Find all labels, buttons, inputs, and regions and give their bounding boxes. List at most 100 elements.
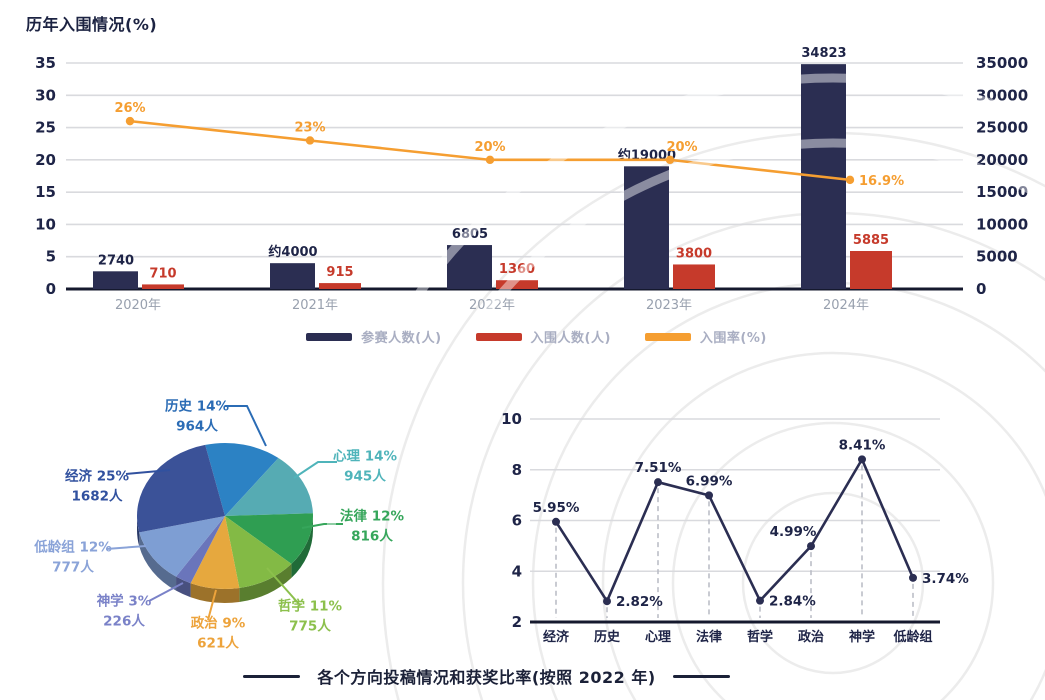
rate-point: [485, 155, 495, 165]
caption-right-dash: [672, 674, 730, 678]
pie-slice-低龄组: [139, 516, 225, 577]
pie-slice-wall-经济: [137, 516, 140, 547]
pie-label-count: 777人: [52, 559, 94, 575]
right-axis-tick-label: 25000: [976, 119, 1028, 137]
legend-item-qualifiers: 入围人数(人): [475, 327, 611, 346]
pie-label-name-pct: 政治 9%: [190, 615, 246, 632]
award-rate-point: [909, 573, 917, 582]
award-rate-value-label: 3.74%: [922, 571, 969, 587]
right-axis-tick-label: 0: [976, 280, 986, 298]
pie-leader-心理: [293, 461, 337, 479]
award-rate-value-label: 2.82%: [616, 594, 663, 610]
qualifiers-value-label: 3800: [676, 246, 712, 261]
pie-slice-wall-哲学: [239, 563, 292, 603]
y-axis-tick-label: 4: [512, 562, 522, 580]
bar-qualifiers: [142, 284, 184, 289]
pie-label-name-pct: 经济 25%: [64, 468, 130, 485]
x-axis-year-label: 2022年: [469, 298, 515, 313]
pie-slice-哲学: [225, 516, 292, 589]
pie-label-count: 621人: [197, 635, 239, 651]
participants-legend-label: 参赛人数(人): [361, 331, 442, 346]
pie-label-name-pct: 低龄组 12%: [34, 539, 112, 556]
pie-slice-心理: [225, 458, 313, 516]
rate-value-label: 16.9%: [859, 174, 904, 189]
bar-participants: [447, 245, 492, 289]
white-swoosh-arc: [323, 73, 1045, 700]
award-rate-value-label: 8.41%: [839, 437, 886, 453]
x-axis-category-label: 哲学: [747, 629, 773, 645]
award-rate-value-label: 4.99%: [770, 524, 817, 540]
rate-line: [129, 119, 851, 182]
rate-point: [845, 175, 855, 185]
award-rate-point: [756, 596, 764, 605]
award-rate-point: [552, 517, 560, 526]
pie-label-心理: 心理 14% 945人: [333, 447, 397, 486]
rate-value-label: 23%: [294, 120, 325, 135]
pie-slice-wall-政治: [190, 583, 240, 603]
left-axis-tick-label: 10: [35, 215, 56, 233]
bar-participants: [624, 166, 669, 289]
rate-legend-label: 入围率(%): [699, 331, 767, 346]
y-axis-tick-label: 2: [512, 613, 522, 631]
y-axis-tick-label: 10: [501, 410, 522, 428]
watermark-circle: [741, 491, 925, 675]
pie-label-name-pct: 心理 14%: [332, 448, 398, 465]
rate-swatch: [644, 332, 691, 341]
pie-label-历史: 历史 14% 964人: [165, 397, 229, 436]
left-axis-tick-label: 20: [35, 151, 56, 169]
legend-item-rate: 入围率(%): [644, 327, 767, 346]
white-swoosh-arc: [388, 138, 1045, 700]
bar-qualifiers: [673, 264, 715, 289]
left-axis-tick-label: 35: [35, 54, 56, 72]
right-axis-tick-label: 5000: [976, 248, 1018, 266]
x-axis-category-label: 神学: [849, 629, 875, 645]
pie-slice-wall-神学: [176, 576, 191, 598]
pie-leader-经济: [125, 469, 171, 475]
pie-label-count: 945人: [344, 468, 386, 484]
x-axis-year-label: 2023年: [646, 298, 692, 313]
participants-value-label: 34823: [801, 46, 846, 61]
pie-slice-神学: [176, 516, 225, 584]
bar-qualifiers: [850, 250, 892, 289]
pie-slice-历史: [205, 442, 279, 516]
pie-label-法律: 法律 12% 816人: [340, 507, 404, 546]
right-axis-tick-label: 15000: [976, 183, 1028, 201]
pie-label-count: 964人: [176, 418, 218, 434]
award-rate-point: [603, 597, 611, 606]
right-axis-tick-label: 35000: [976, 54, 1028, 72]
rate-point: [125, 116, 135, 126]
pie-label-低龄组: 低龄组 12% 777人: [34, 538, 112, 577]
award-rate-point: [654, 478, 662, 487]
bar-participants: [801, 64, 846, 289]
pie-label-经济: 经济 25% 1682人: [65, 467, 129, 506]
rate-point: [305, 136, 315, 145]
award-rate-point: [705, 491, 713, 500]
rate-point: [665, 155, 675, 165]
x-axis-category-label: 历史: [594, 629, 621, 645]
award-rate-line: [554, 458, 915, 603]
x-axis-year-label: 2021年: [292, 298, 338, 313]
caption-left-dash: [243, 674, 301, 678]
pie-leader-法律: [301, 523, 343, 529]
pie-leader-神学: [148, 582, 184, 602]
pie-slice-法律: [225, 513, 314, 564]
pie-label-count: 816人: [351, 528, 393, 544]
watermark-circle: [381, 131, 1045, 700]
combo-chart-legend: 参赛人数(人) 入围人数(人) 入围率(%): [88, 327, 985, 346]
participants-value-label: 2740: [98, 253, 134, 268]
pie-label-神学: 神学 3% 226人: [97, 592, 152, 631]
right-axis-tick-label: 30000: [976, 86, 1028, 104]
bar-participants: [270, 263, 315, 289]
qualifiers-legend-label: 入围人数(人): [530, 331, 611, 346]
left-axis-tick-label: 30: [35, 86, 56, 104]
left-axis-tick-label: 15: [35, 183, 56, 201]
pie-slice-经济: [136, 444, 225, 533]
bar-qualifiers: [496, 280, 538, 289]
x-axis-year-label: 2024年: [823, 298, 869, 313]
bar-participants: [93, 271, 138, 289]
caption-text: 各个方向投稿情况和获奖比率(按照 2022 年): [317, 668, 656, 687]
left-axis-tick-label: 0: [46, 280, 56, 298]
